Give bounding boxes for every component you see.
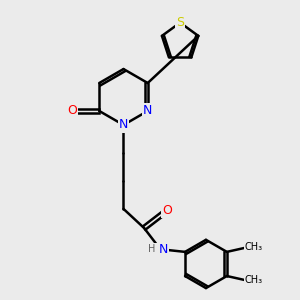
Text: O: O — [163, 204, 172, 217]
Text: CH₃: CH₃ — [245, 275, 263, 285]
Text: N: N — [143, 104, 152, 118]
Text: H: H — [148, 244, 156, 254]
Text: N: N — [119, 118, 128, 131]
Text: CH₃: CH₃ — [245, 242, 263, 253]
Text: N: N — [159, 243, 168, 256]
Text: S: S — [176, 16, 184, 29]
Text: O: O — [67, 104, 77, 118]
